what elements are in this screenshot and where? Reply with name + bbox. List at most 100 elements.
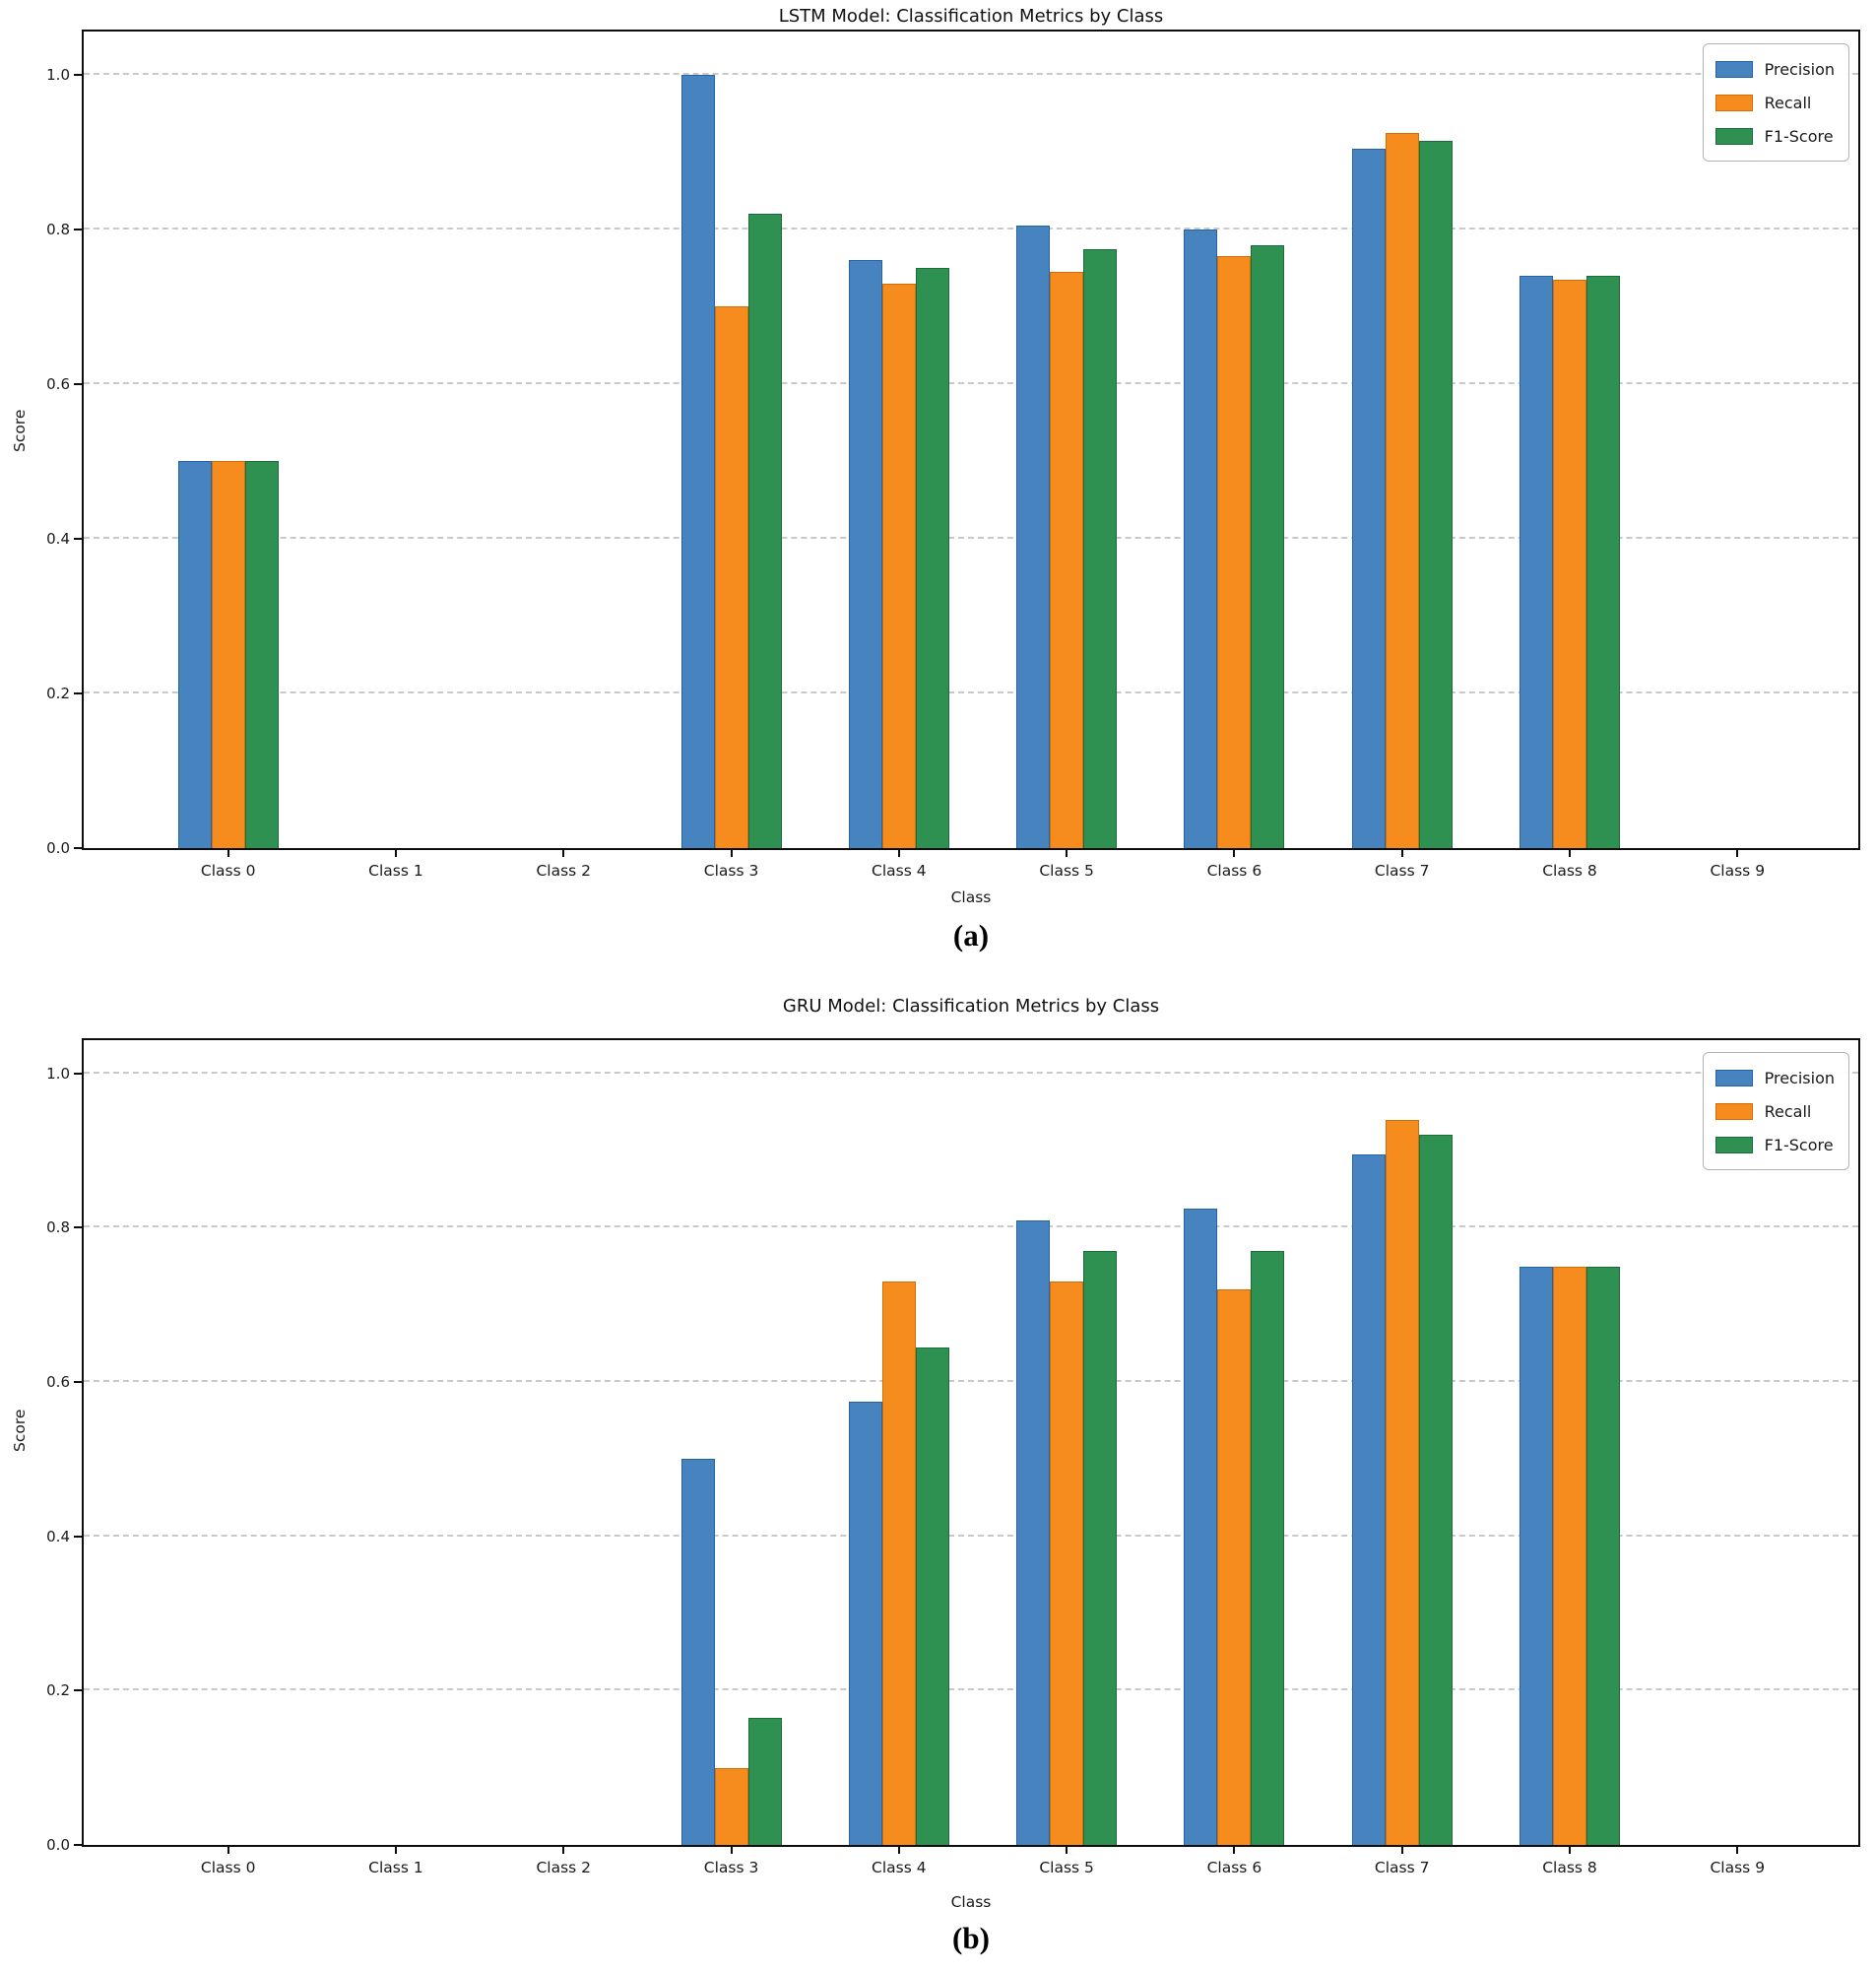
x-tick-mark [562,1845,565,1854]
x-axis-label-lstm: Class [950,888,992,906]
gridline [84,381,1858,384]
x-tick-label: Class 7 [1374,862,1430,880]
bar-f1-score [1251,1250,1285,1845]
bar-precision [1519,1266,1553,1845]
legend-label: Precision [1764,1068,1835,1087]
y-tick-mark [74,1844,83,1846]
y-tick-mark [74,382,83,385]
x-tick-mark [1568,848,1571,857]
x-tick-mark [730,1845,733,1854]
x-tick-label: Class 4 [872,862,927,880]
legend-swatch-icon [1714,1102,1753,1120]
y-tick-label: 0.6 [46,374,70,393]
chart-title-lstm: LSTM Model: Classification Metrics by Cl… [778,6,1164,27]
y-tick-mark [74,73,83,76]
bar-precision [1184,229,1218,848]
bar-f1-score [1083,1250,1118,1845]
x-tick-mark [1066,1845,1068,1854]
bar-recall [1050,272,1084,848]
x-tick-mark [1066,848,1068,857]
bar-f1-score [1585,1266,1620,1845]
x-tick-mark [897,848,900,857]
bar-recall [211,461,245,848]
x-tick-label: Class 0 [200,1859,256,1876]
y-tick-mark [74,228,83,230]
bar-f1-score [1251,244,1285,848]
x-tick-label: Class 2 [536,862,592,880]
y-tick-mark [74,1381,83,1384]
x-tick-label: Class 8 [1542,1859,1597,1876]
y-tick-mark [74,1226,83,1229]
bar-recall [881,1282,916,1845]
bar-f1-score [1418,1135,1453,1845]
bar-recall [1552,280,1586,848]
x-tick-mark [394,848,397,857]
x-tick-mark [730,848,733,857]
x-tick-label: Class 1 [368,862,423,880]
bar-f1-score [1418,140,1453,848]
x-tick-mark [1736,848,1739,857]
y-tick-mark [74,1535,83,1538]
bar-precision [177,461,212,848]
legend-swatch-icon [1714,60,1753,78]
bar-f1-score [915,1347,949,1845]
bar-f1-score [1585,276,1620,848]
x-tick-mark [1233,848,1236,857]
bar-f1-score [915,268,949,848]
y-tick-mark [74,847,83,849]
bar-recall [1050,1282,1084,1845]
x-tick-label: Class 9 [1710,862,1766,880]
y-tick-label: 0.4 [46,530,70,548]
gridline [84,1534,1858,1537]
bar-recall [714,306,748,848]
y-tick-label: 0.8 [46,220,70,238]
x-tick-label: Class 9 [1710,1859,1766,1876]
bar-precision [1016,1219,1051,1845]
bar-precision [680,1459,715,1845]
bar-precision [848,260,882,848]
bar-precision [1519,276,1553,848]
bar-recall [1385,132,1419,848]
bar-recall [1552,1266,1586,1845]
gridline [84,691,1858,693]
legend-swatch-icon [1714,94,1753,111]
legend: Precision Recall F1-Score [1702,43,1849,162]
x-tick-mark [562,848,565,857]
legend-swatch-icon [1714,1069,1753,1086]
bar-f1-score [1083,248,1118,848]
bar-precision [680,74,715,848]
legend-swatch-icon [1714,1136,1753,1153]
bar-f1-score [747,1717,782,1845]
x-tick-label: Class 0 [200,862,256,880]
x-tick-mark [226,848,229,857]
bar-precision [1184,1208,1218,1845]
y-tick-mark [74,692,83,694]
y-tick-mark [74,1072,83,1075]
bar-f1-score [244,461,279,848]
x-tick-mark [1568,1845,1571,1854]
gridline [84,1225,1858,1228]
y-tick-label: 0.6 [46,1373,70,1392]
legend-label: Precision [1764,59,1835,79]
bar-precision [848,1401,882,1845]
y-tick-label: 1.0 [46,65,70,84]
bar-precision [1351,1153,1386,1845]
legend-item: F1-Score [1714,1128,1835,1161]
x-tick-label: Class 6 [1206,1859,1262,1876]
gridline [84,1071,1858,1074]
x-tick-label: Class 2 [536,1859,592,1876]
x-tick-label: Class 4 [872,1859,927,1876]
y-tick-mark [74,1689,83,1692]
x-tick-label: Class 8 [1542,862,1597,880]
y-tick-label: 1.0 [46,1064,70,1083]
bar-recall [1217,1289,1252,1845]
legend-label: Recall [1764,93,1812,112]
x-tick-label: Class 3 [703,862,759,880]
x-tick-mark [897,1845,900,1854]
legend-item: Recall [1714,1094,1835,1128]
x-tick-mark [226,1845,229,1854]
legend-label: F1-Score [1764,1135,1834,1154]
x-tick-mark [1400,1845,1403,1854]
y-tick-label: 0.2 [46,1681,70,1700]
